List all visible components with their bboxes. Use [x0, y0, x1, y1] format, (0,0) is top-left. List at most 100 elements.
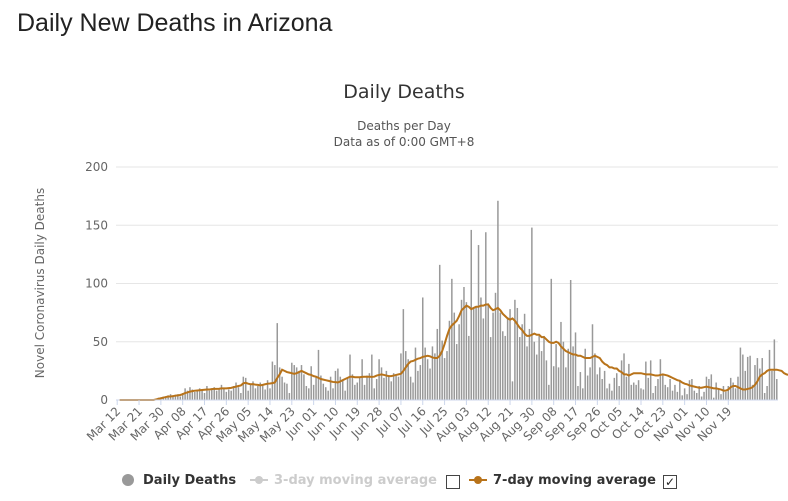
- bar-daily-deaths: [317, 349, 320, 400]
- line-marker-icon: [250, 474, 268, 486]
- legend-item-daily-deaths[interactable]: Daily Deaths: [122, 469, 236, 491]
- bar-daily-deaths: [514, 299, 516, 400]
- bar-daily-deaths: [686, 394, 688, 400]
- chart-title: Daily Deaths: [343, 81, 464, 103]
- legend: Daily Deaths 3-day moving average 7-day …: [118, 469, 718, 493]
- bar-daily-deaths: [244, 377, 247, 400]
- bar-daily-deaths: [647, 377, 650, 400]
- bar-daily-deaths: [186, 390, 189, 400]
- bar-daily-deaths: [562, 341, 565, 400]
- bar-daily-deaths: [628, 363, 630, 400]
- bar-daily-deaths: [737, 376, 739, 400]
- bar-daily-deaths: [271, 361, 274, 400]
- bar-daily-deaths: [363, 384, 366, 400]
- bar-daily-deaths: [361, 359, 363, 400]
- bar-daily-deaths: [164, 397, 167, 400]
- bar-daily-deaths: [315, 376, 317, 400]
- bar-daily-deaths: [502, 331, 504, 400]
- bar-daily-deaths: [325, 387, 327, 400]
- bar-daily-deaths: [591, 324, 594, 400]
- bar-daily-deaths: [472, 307, 475, 400]
- bar-daily-deaths: [228, 389, 230, 400]
- bar-daily-deaths: [674, 384, 676, 400]
- bar-daily-deaths: [266, 380, 269, 400]
- bar-daily-deaths: [172, 396, 174, 400]
- bar-daily-deaths: [693, 390, 696, 400]
- bar-daily-deaths: [499, 312, 502, 401]
- bar-daily-deaths: [329, 376, 332, 400]
- bar-daily-deaths: [431, 346, 434, 400]
- bar-daily-deaths: [240, 393, 242, 400]
- bar-daily-deaths: [300, 365, 303, 400]
- bar-daily-deaths: [208, 390, 211, 400]
- bar-daily-deaths: [167, 395, 169, 400]
- bar-daily-deaths: [276, 323, 278, 400]
- bar-daily-deaths: [400, 353, 402, 400]
- bar-daily-deaths: [608, 383, 611, 400]
- bar-daily-deaths: [264, 389, 266, 400]
- bar-daily-deaths: [203, 393, 206, 400]
- bar-daily-deaths: [213, 387, 215, 400]
- bar-daily-deaths: [569, 280, 572, 400]
- bar-daily-deaths: [434, 353, 436, 400]
- bar-daily-deaths: [409, 376, 412, 400]
- bar-daily-deaths: [489, 337, 492, 400]
- bar-daily-deaths: [388, 376, 390, 400]
- chart-subtitle-date: Data as of 0:00 GMT+8: [334, 135, 475, 149]
- bar-daily-deaths: [288, 393, 291, 400]
- bar-daily-deaths: [649, 360, 652, 400]
- bar-daily-deaths: [720, 394, 722, 400]
- bar-daily-deaths: [201, 389, 203, 400]
- bar-daily-deaths: [589, 367, 591, 400]
- bar-daily-deaths: [746, 356, 749, 400]
- y-tick-label: 50: [93, 335, 108, 349]
- bar-daily-deaths: [310, 366, 312, 400]
- bar-daily-deaths: [422, 297, 424, 400]
- bar-daily-deaths: [305, 386, 308, 400]
- bar-daily-deaths: [424, 347, 426, 400]
- bar-daily-deaths: [659, 359, 662, 400]
- bar-daily-deaths: [480, 297, 482, 400]
- bar-daily-deaths: [511, 381, 514, 400]
- y-tick-label: 0: [100, 393, 108, 407]
- legend-ma3-label: 3-day moving average: [274, 472, 437, 488]
- bar-daily-deaths: [378, 359, 380, 400]
- ma3-checkbox[interactable]: [446, 475, 460, 489]
- bar-daily-deaths: [419, 365, 422, 400]
- bar-daily-deaths: [528, 328, 531, 400]
- bar-daily-deaths: [252, 381, 254, 400]
- bar-daily-deaths: [397, 376, 400, 400]
- bar-daily-deaths: [548, 384, 550, 400]
- bar-daily-deaths: [771, 370, 773, 401]
- bar-daily-deaths: [468, 335, 470, 400]
- bar-daily-deaths: [261, 384, 264, 400]
- bar-daily-deaths: [759, 368, 761, 400]
- bar-daily-deaths: [722, 386, 725, 400]
- bar-daily-deaths: [475, 306, 477, 400]
- bar-daily-deaths: [368, 373, 371, 400]
- bar-daily-deaths: [380, 367, 383, 400]
- bar-daily-deaths: [620, 360, 623, 400]
- bar-daily-deaths: [550, 278, 553, 400]
- bar-daily-deaths: [257, 386, 259, 400]
- bar-daily-deaths: [405, 351, 407, 400]
- bar-daily-deaths: [523, 313, 526, 400]
- bar-daily-deaths: [211, 388, 213, 400]
- bar-daily-deaths: [373, 388, 375, 400]
- bar-daily-deaths: [632, 382, 635, 400]
- bar-daily-deaths: [196, 390, 198, 400]
- bar-daily-deaths: [538, 335, 540, 400]
- legend-item-7day-average[interactable]: 7-day moving average: [469, 469, 656, 491]
- bar-daily-deaths: [594, 353, 596, 400]
- y-tick-label: 100: [85, 277, 108, 291]
- bar-daily-deaths: [543, 335, 545, 400]
- bar-daily-deaths: [448, 320, 451, 400]
- bar-daily-deaths: [443, 358, 446, 400]
- legend-item-3day-average[interactable]: 3-day moving average: [250, 469, 437, 491]
- bar-daily-deaths: [545, 360, 548, 400]
- legend-daily-label: Daily Deaths: [143, 472, 237, 488]
- bar-daily-deaths: [749, 355, 751, 400]
- bar-daily-deaths: [727, 386, 730, 400]
- ma7-checkbox[interactable]: ✓: [663, 475, 677, 489]
